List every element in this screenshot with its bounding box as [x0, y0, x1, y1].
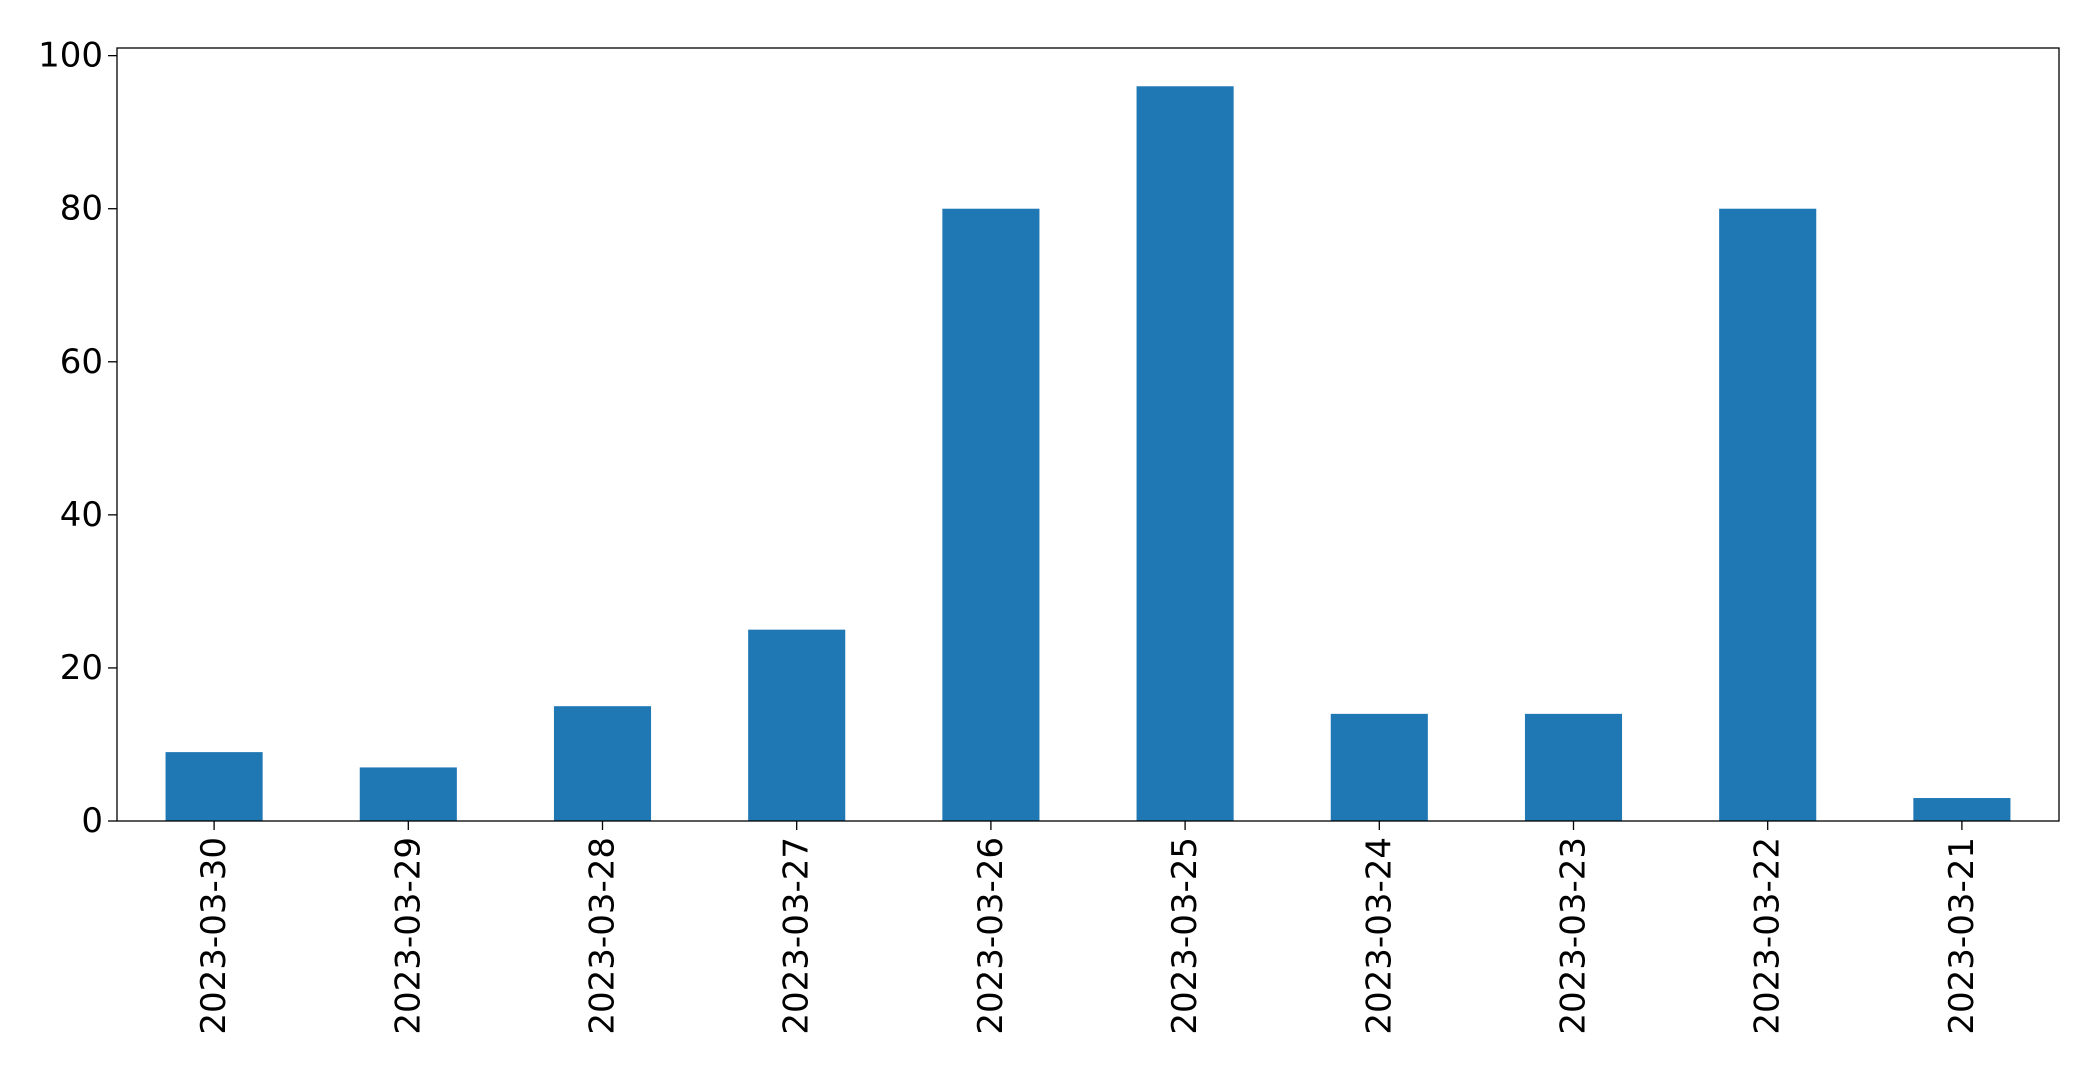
bar-2023-03-22: [1719, 208, 1817, 821]
x-tick-label: 2023-03-22: [1748, 837, 1788, 1035]
bar-2023-03-21: [1913, 798, 2011, 821]
x-tick-label: 2023-03-21: [1942, 837, 1982, 1035]
bar-2023-03-25: [1136, 86, 1234, 821]
y-tick-label: 0: [81, 801, 103, 841]
bar-2023-03-24: [1330, 713, 1428, 821]
bar-2023-03-29: [359, 767, 457, 821]
x-tick-label: 2023-03-30: [194, 837, 234, 1035]
x-tick-label: 2023-03-29: [388, 837, 428, 1035]
bar-2023-03-28: [553, 706, 652, 821]
y-tick-label: 100: [38, 36, 103, 76]
x-tick-label: 2023-03-24: [1359, 837, 1399, 1035]
bar-2023-03-23: [1524, 713, 1623, 821]
x-tick-label: 2023-03-26: [971, 837, 1011, 1035]
y-tick-label: 80: [60, 189, 103, 229]
y-tick-label: 60: [60, 342, 103, 382]
x-axis: 2023-03-30 2023-03-29 2023-03-28 2023-03-27…: [194, 821, 1982, 1035]
x-tick-label: 2023-03-23: [1554, 837, 1594, 1035]
y-tick-label: 20: [60, 648, 103, 688]
x-tick-label: 2023-03-27: [777, 837, 817, 1035]
x-tick-label: 2023-03-28: [583, 837, 623, 1035]
y-tick-label: 40: [60, 495, 103, 535]
bars-layer: [165, 86, 2011, 821]
bar-2023-03-27: [748, 629, 846, 821]
bar-2023-03-26: [942, 208, 1040, 821]
plot-frame: [116, 47, 2060, 822]
x-tick-label: 2023-03-25: [1165, 837, 1205, 1035]
bar-2023-03-30: [165, 752, 263, 821]
y-axis: 0 20 40 60 80 100: [38, 36, 117, 841]
